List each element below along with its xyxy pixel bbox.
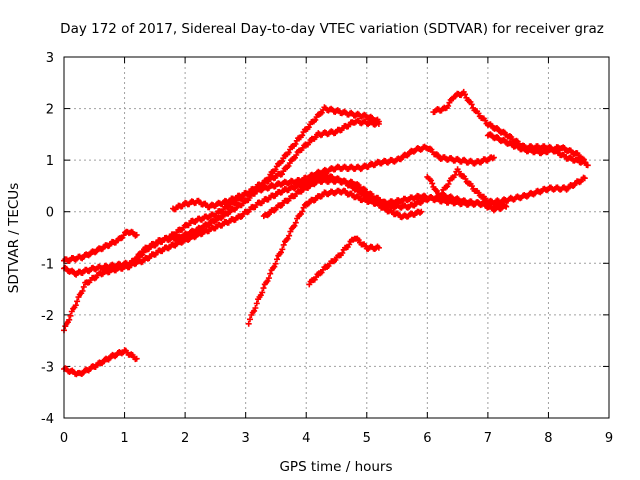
series-arc-4 <box>61 347 140 378</box>
plot-frame <box>63 56 610 419</box>
x-axis-label: GPS time / hours <box>279 459 392 475</box>
grid-lines <box>64 57 609 418</box>
y-tick-label: 2 <box>46 103 54 118</box>
series-arc-9 <box>306 235 382 288</box>
series-markers <box>61 117 382 278</box>
x-tick-label: 3 <box>242 431 250 446</box>
series-markers <box>121 171 425 269</box>
x-tick-label: 5 <box>363 431 371 446</box>
series-markers <box>484 131 591 169</box>
x-tick-label: 8 <box>544 431 552 446</box>
x-tick-label: 9 <box>605 431 613 446</box>
series-arc-11 <box>430 88 588 166</box>
x-tick-label: 2 <box>181 431 189 446</box>
y-tick-label: -3 <box>41 360 54 375</box>
series-arc-12 <box>484 131 591 169</box>
y-tick-label: -4 <box>41 412 54 427</box>
series-markers <box>61 104 382 334</box>
series-markers <box>61 228 140 264</box>
series-markers <box>61 347 140 378</box>
tick-labels: 0 1 2 3 4 5 6 7 8 9 -4 -3 -2 -1 0 1 2 3 <box>41 51 613 446</box>
x-tick-label: 6 <box>423 431 431 446</box>
series-markers <box>306 235 382 288</box>
y-tick-label: -1 <box>41 257 54 272</box>
y-tick-label: -2 <box>41 309 54 324</box>
series-arc-2 <box>61 117 382 278</box>
y-tick-label: 1 <box>46 154 54 169</box>
data-series <box>61 88 591 378</box>
series-markers <box>430 88 588 166</box>
series-arc-5 <box>121 171 425 269</box>
x-tick-label: 7 <box>484 431 492 446</box>
series-markers <box>170 143 497 213</box>
y-axis-label: SDTVAR / TECUs <box>6 183 22 293</box>
series-arc-8 <box>245 174 588 327</box>
chart-title: Day 172 of 2017, Sidereal Day-to-day VTE… <box>60 21 604 37</box>
series-arc-10 <box>424 166 510 210</box>
series-markers <box>424 166 510 210</box>
x-tick-label: 1 <box>120 431 128 446</box>
x-tick-label: 4 <box>302 431 310 446</box>
series-arc-1 <box>61 228 140 264</box>
y-tick-label: 0 <box>46 206 54 221</box>
x-tick-label: 0 <box>60 431 68 446</box>
y-tick-label: 3 <box>46 51 54 66</box>
series-arc-3 <box>61 104 382 334</box>
series-arc-6 <box>170 143 497 213</box>
series-markers <box>245 174 588 327</box>
